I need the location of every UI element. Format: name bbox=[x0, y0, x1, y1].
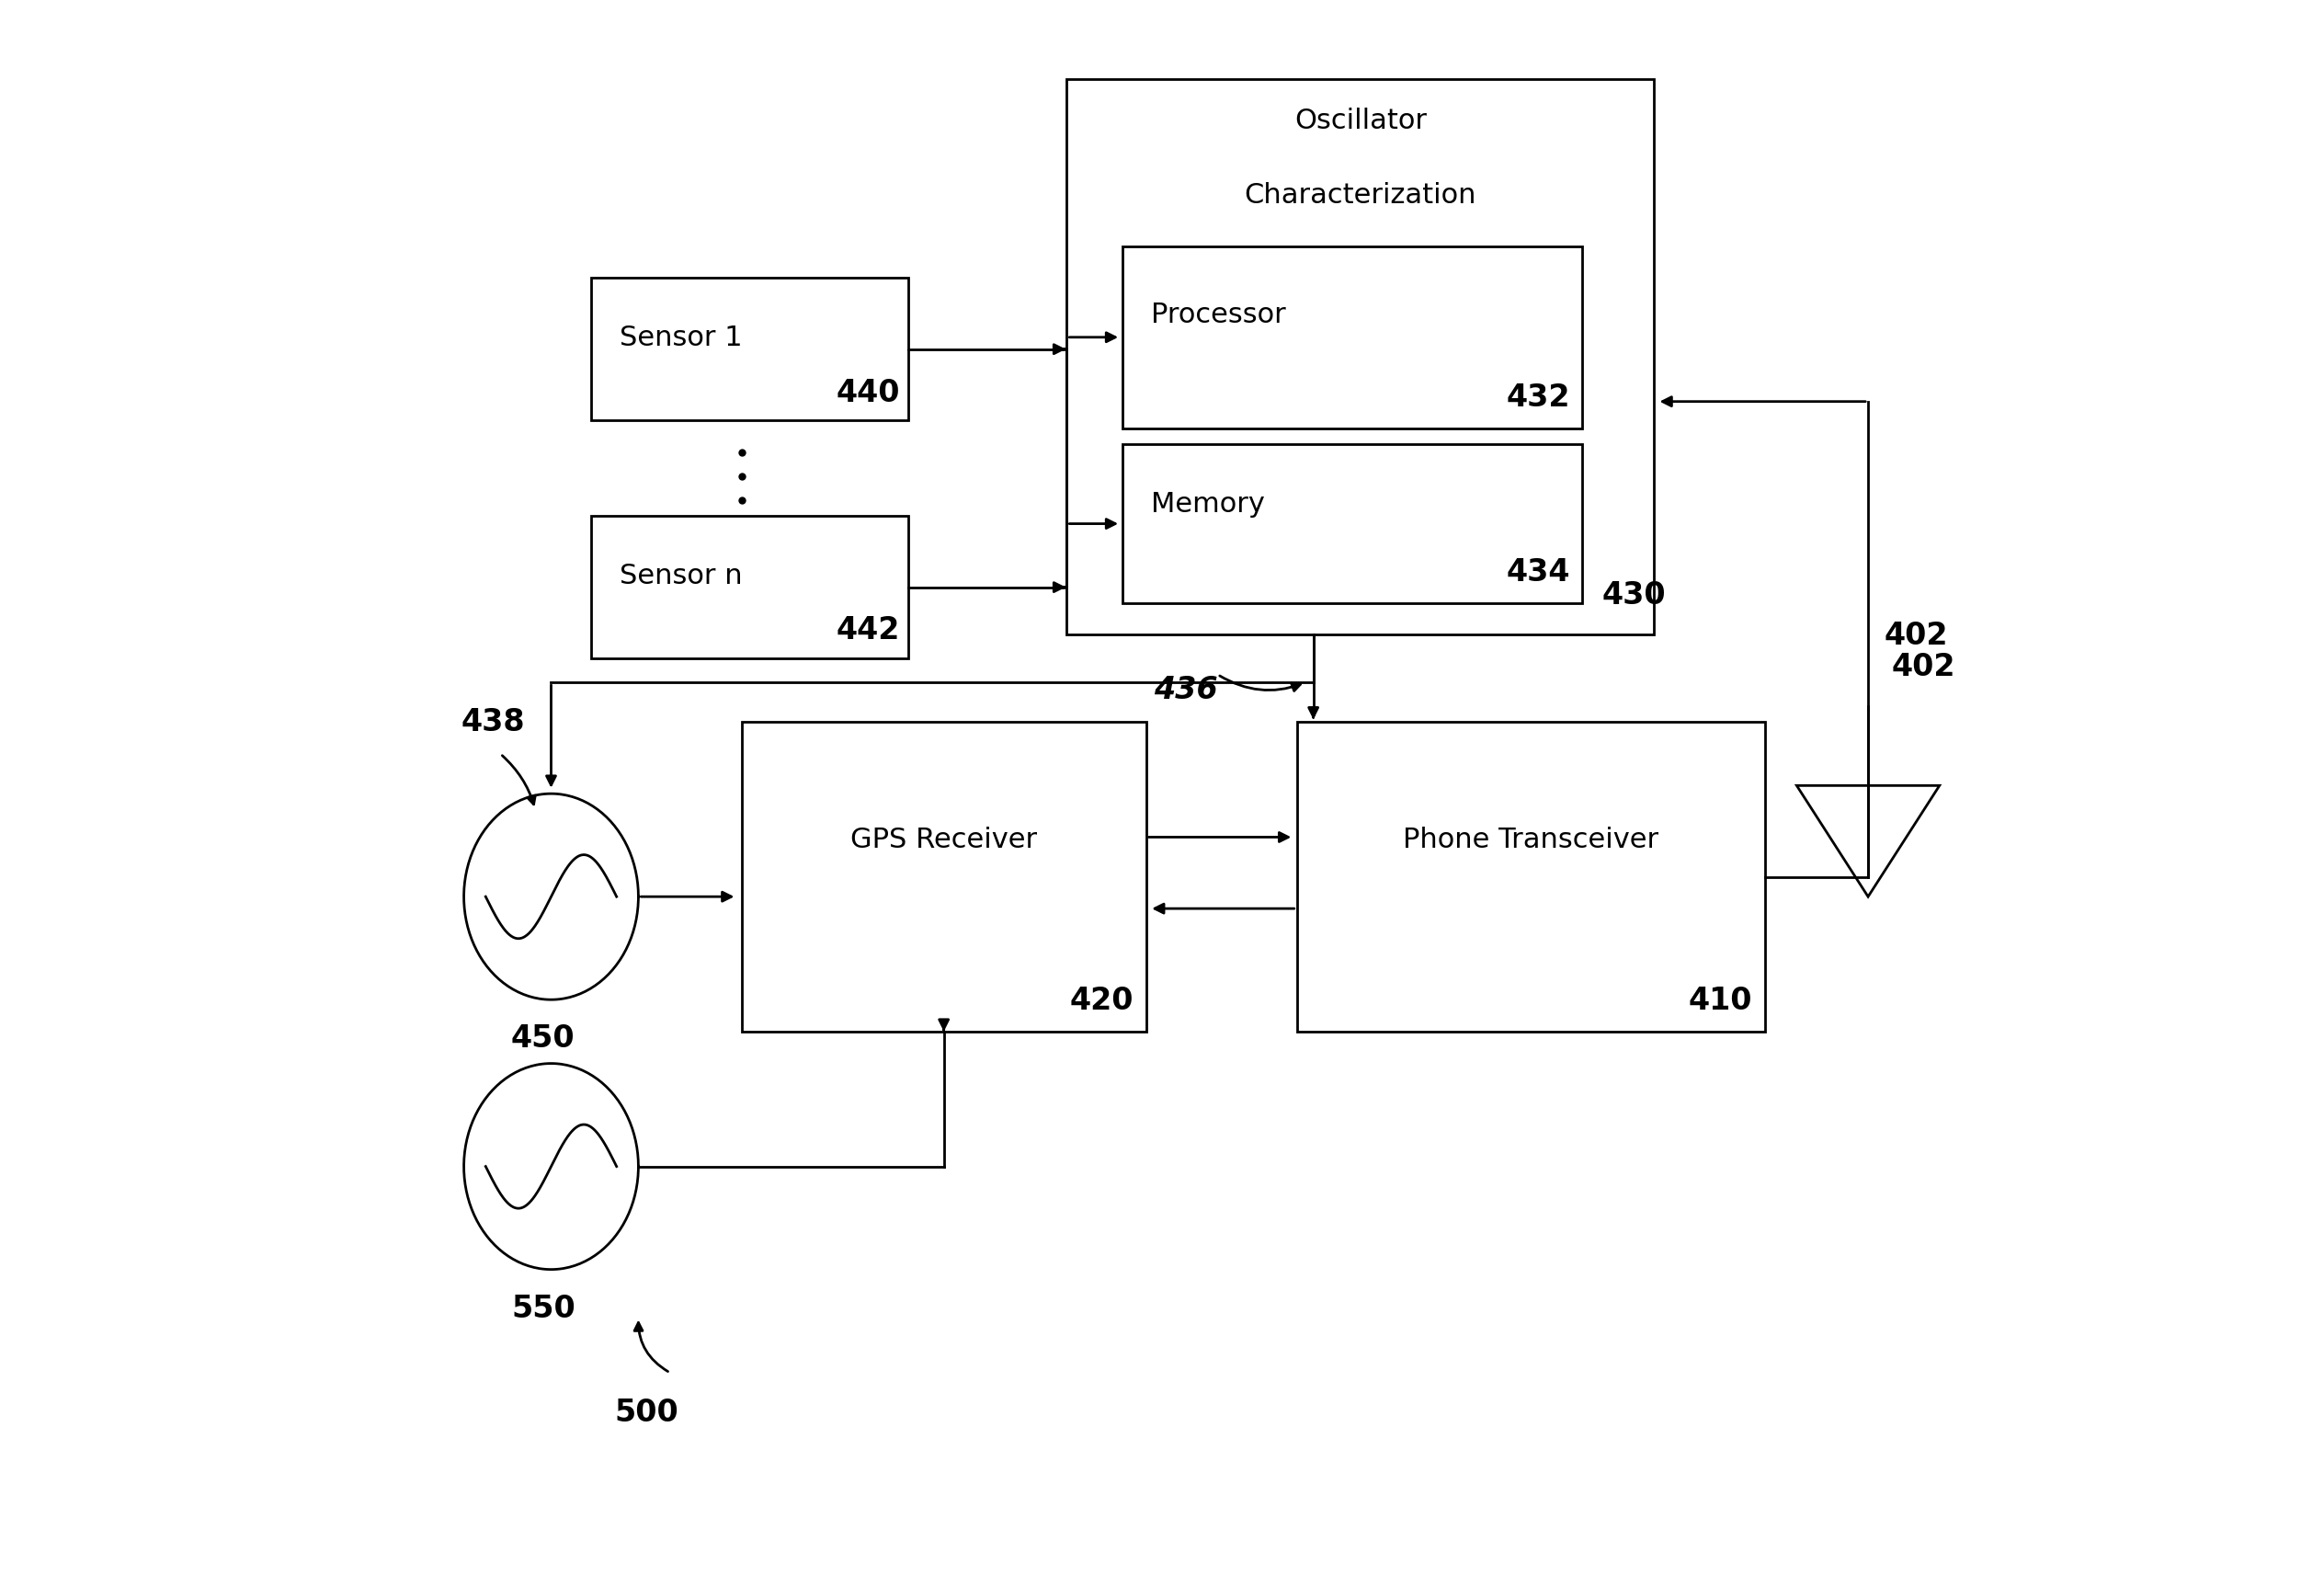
Text: 402: 402 bbox=[1892, 652, 1957, 682]
Text: 434: 434 bbox=[1506, 557, 1569, 587]
Text: GPS Receiver: GPS Receiver bbox=[851, 827, 1037, 854]
Text: 450: 450 bbox=[511, 1024, 574, 1054]
FancyBboxPatch shape bbox=[1122, 246, 1583, 428]
FancyBboxPatch shape bbox=[590, 516, 909, 659]
Text: Memory: Memory bbox=[1150, 492, 1264, 517]
FancyBboxPatch shape bbox=[1067, 79, 1655, 635]
Text: 550: 550 bbox=[511, 1293, 576, 1324]
Text: 442: 442 bbox=[837, 616, 899, 646]
Text: Oscillator: Oscillator bbox=[1294, 108, 1427, 135]
FancyBboxPatch shape bbox=[1122, 444, 1583, 603]
FancyBboxPatch shape bbox=[741, 722, 1146, 1032]
Text: 420: 420 bbox=[1069, 986, 1134, 1016]
Text: 410: 410 bbox=[1687, 986, 1752, 1016]
Text: 430: 430 bbox=[1601, 579, 1666, 611]
Text: 402: 402 bbox=[1885, 621, 1948, 651]
Text: 432: 432 bbox=[1506, 382, 1569, 413]
Text: Processor: Processor bbox=[1150, 302, 1285, 329]
Text: Characterization: Characterization bbox=[1243, 183, 1476, 209]
FancyBboxPatch shape bbox=[590, 278, 909, 421]
Text: 440: 440 bbox=[837, 378, 899, 408]
Text: 436: 436 bbox=[1155, 674, 1218, 706]
Text: Sensor n: Sensor n bbox=[618, 562, 741, 589]
FancyBboxPatch shape bbox=[1297, 722, 1764, 1032]
Text: 438: 438 bbox=[460, 706, 525, 738]
Text: 500: 500 bbox=[614, 1397, 679, 1428]
Text: Phone Transceiver: Phone Transceiver bbox=[1404, 827, 1659, 854]
Text: Sensor 1: Sensor 1 bbox=[618, 324, 741, 351]
